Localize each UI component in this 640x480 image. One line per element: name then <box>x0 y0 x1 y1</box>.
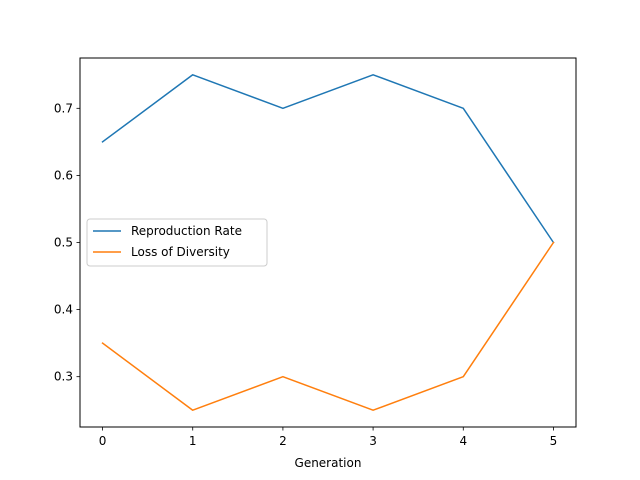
series-line-1 <box>101 241 555 411</box>
x-axis-title: Generation <box>295 456 362 470</box>
legend-label-1: Loss of Diversity <box>131 245 230 259</box>
legend-label-0: Reproduction Rate <box>131 224 242 238</box>
x-tick-label-4: 4 <box>459 434 467 448</box>
y-tick-label-0: 0.3 <box>54 370 73 384</box>
x-tick-label-1: 1 <box>189 434 197 448</box>
x-tick-label-2: 2 <box>279 434 287 448</box>
series-layer <box>101 74 555 411</box>
x-tick-label-5: 5 <box>550 434 558 448</box>
x-axis: 0 1 2 3 4 5 <box>99 427 558 448</box>
y-tick-label-4: 0.7 <box>54 101 73 115</box>
legend: Reproduction Rate Loss of Diversity <box>86 218 268 267</box>
y-tick-label-1: 0.4 <box>54 303 73 317</box>
y-axis: 0.3 0.4 0.5 0.6 0.7 <box>54 101 80 384</box>
series-line-0 <box>101 74 555 244</box>
y-tick-label-2: 0.5 <box>54 236 73 250</box>
x-tick-label-3: 3 <box>369 434 377 448</box>
legend-box <box>86 218 268 267</box>
x-tick-label-0: 0 <box>99 434 107 448</box>
y-tick-label-3: 0.6 <box>54 168 73 182</box>
